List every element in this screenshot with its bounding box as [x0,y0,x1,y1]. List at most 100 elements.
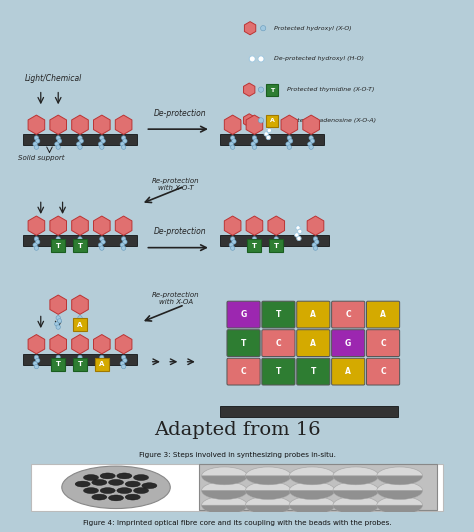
Wedge shape [377,496,423,505]
Wedge shape [201,491,247,500]
Circle shape [249,56,255,62]
Circle shape [258,87,264,92]
Circle shape [310,139,315,143]
Circle shape [57,139,62,143]
Circle shape [98,361,103,365]
Wedge shape [246,467,291,476]
Polygon shape [72,295,88,314]
Circle shape [79,240,83,244]
Wedge shape [289,467,335,476]
Wedge shape [246,491,291,500]
Text: A: A [99,361,104,368]
FancyBboxPatch shape [227,358,260,385]
Circle shape [134,475,148,480]
FancyBboxPatch shape [73,318,87,331]
Circle shape [56,355,60,360]
Circle shape [56,136,60,140]
Text: T: T [241,338,246,347]
Circle shape [100,364,104,369]
Circle shape [100,246,104,250]
Circle shape [117,473,132,479]
Text: De-protection: De-protection [154,109,207,118]
FancyBboxPatch shape [227,330,260,356]
Wedge shape [246,481,291,491]
Circle shape [101,358,105,363]
Text: C: C [380,367,386,376]
Text: Protected hydroxyl (X-O): Protected hydroxyl (X-O) [274,26,352,31]
Text: T: T [56,361,61,368]
FancyBboxPatch shape [269,239,283,253]
Bar [219,405,398,417]
Text: De-protection: De-protection [154,228,207,237]
Circle shape [266,135,271,140]
Text: A: A [310,338,316,347]
Circle shape [273,243,277,247]
Circle shape [78,325,82,329]
Polygon shape [50,115,66,135]
Circle shape [309,136,313,140]
Wedge shape [246,496,291,505]
Circle shape [92,494,107,500]
Circle shape [254,240,258,244]
FancyBboxPatch shape [366,301,400,328]
Text: T: T [78,243,82,249]
Text: T: T [274,243,279,249]
Text: T: T [56,243,61,249]
Text: A: A [380,310,386,319]
Circle shape [78,355,82,360]
Circle shape [121,355,126,360]
Circle shape [55,361,59,365]
Circle shape [121,145,126,149]
Circle shape [57,358,62,363]
Circle shape [308,142,312,146]
Polygon shape [93,115,110,135]
Circle shape [79,139,83,143]
Circle shape [296,226,300,230]
Polygon shape [115,216,132,235]
Circle shape [121,237,126,241]
Circle shape [56,364,60,369]
Circle shape [121,136,126,140]
Circle shape [252,237,256,241]
Polygon shape [244,83,255,96]
Wedge shape [289,505,335,514]
Wedge shape [377,476,423,485]
Wedge shape [333,505,379,514]
Bar [219,235,328,246]
Polygon shape [245,22,256,35]
Circle shape [78,246,82,250]
Bar [23,135,137,145]
Polygon shape [72,216,88,235]
Text: Solid support: Solid support [18,155,64,161]
Circle shape [78,364,82,369]
Circle shape [265,125,270,129]
Wedge shape [201,505,247,514]
Text: Protected adenosine (X-O-A): Protected adenosine (X-O-A) [287,118,376,123]
Circle shape [98,142,103,146]
Polygon shape [93,335,110,354]
Circle shape [98,243,103,247]
Circle shape [55,142,59,146]
Text: A: A [345,367,351,376]
Text: A: A [77,322,82,328]
FancyBboxPatch shape [366,330,400,356]
Circle shape [252,136,256,140]
Wedge shape [333,491,379,500]
Circle shape [232,240,236,244]
Circle shape [56,315,60,320]
Circle shape [36,139,40,143]
Circle shape [125,481,140,487]
Polygon shape [72,335,88,354]
Text: G: G [240,310,246,319]
Circle shape [120,142,125,146]
Circle shape [289,139,293,143]
Circle shape [34,136,38,140]
Wedge shape [333,496,379,505]
Text: T: T [276,310,281,319]
FancyBboxPatch shape [73,239,87,253]
Circle shape [123,358,127,363]
Wedge shape [377,467,423,476]
Circle shape [56,246,60,250]
Polygon shape [224,216,241,235]
Text: T: T [310,367,316,376]
